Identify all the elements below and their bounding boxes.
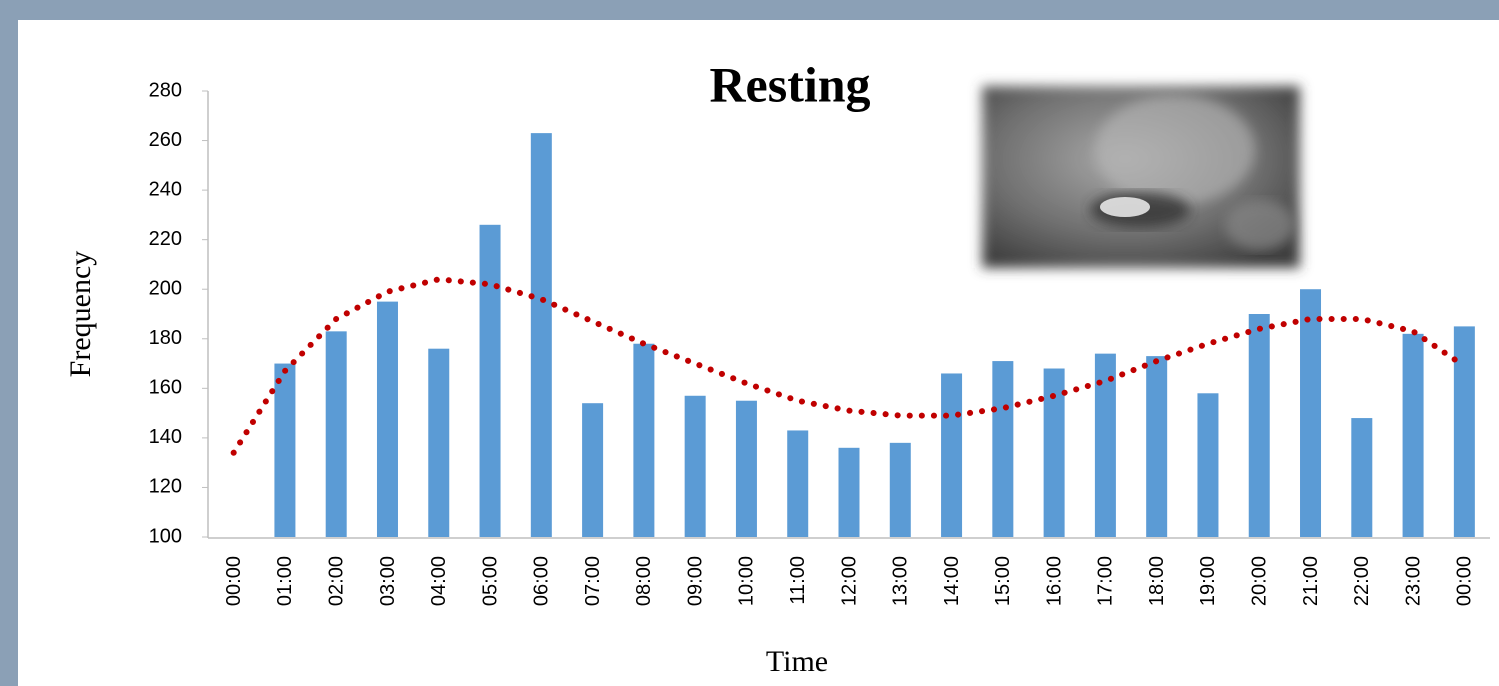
bar bbox=[992, 361, 1013, 537]
bar bbox=[941, 373, 962, 537]
x-tick-label: 11:00 bbox=[787, 556, 809, 605]
x-tick-label: 04:00 bbox=[428, 556, 450, 606]
x-tick-label: 07:00 bbox=[582, 556, 604, 606]
x-tick-label: 10:00 bbox=[736, 556, 758, 606]
x-tick-label: 12:00 bbox=[838, 556, 860, 606]
x-tick-label: 23:00 bbox=[1402, 556, 1424, 606]
x-tick-label: 06:00 bbox=[531, 556, 553, 606]
bar bbox=[531, 133, 552, 537]
y-axis-label: Frequency bbox=[64, 251, 97, 378]
bar bbox=[1403, 334, 1424, 537]
y-tick-label: 100 bbox=[149, 525, 182, 547]
x-tick-label: 17:00 bbox=[1095, 556, 1117, 606]
chart: Resting Frequency Time 100 120 140 160 180 20… bbox=[0, 0, 1499, 686]
bar bbox=[1146, 356, 1167, 537]
x-tick-label: 13:00 bbox=[890, 556, 912, 606]
y-tick-label: 200 bbox=[149, 278, 182, 300]
x-tick-label: 20:00 bbox=[1249, 556, 1271, 606]
bar bbox=[1300, 289, 1321, 537]
x-tick-label: 21:00 bbox=[1300, 556, 1322, 606]
x-tick-label: 18:00 bbox=[1146, 556, 1168, 606]
bar bbox=[685, 396, 706, 537]
bar bbox=[633, 344, 654, 537]
x-axis-label: Time bbox=[766, 645, 828, 678]
x-tick-label: 02:00 bbox=[325, 556, 347, 606]
bar bbox=[377, 302, 398, 537]
bar bbox=[839, 448, 860, 537]
bar bbox=[1249, 314, 1270, 537]
x-tick-label: 01:00 bbox=[274, 556, 296, 606]
y-tick-label: 140 bbox=[149, 426, 182, 448]
x-tick-label: 14:00 bbox=[941, 556, 963, 606]
bar bbox=[1351, 418, 1372, 537]
x-tick-label: 03:00 bbox=[377, 556, 399, 606]
x-tick-label: 00:00 bbox=[223, 556, 245, 606]
y-tick-label: 240 bbox=[149, 178, 182, 200]
x-tick-label: 09:00 bbox=[684, 556, 706, 606]
bar bbox=[582, 403, 603, 537]
chart-title: Resting bbox=[709, 56, 870, 112]
bar bbox=[274, 364, 295, 537]
x-tick-label: 00:00 bbox=[1454, 556, 1476, 606]
y-tick-label: 260 bbox=[149, 129, 182, 151]
bar bbox=[890, 443, 911, 537]
y-tick-label: 120 bbox=[149, 476, 182, 498]
bar bbox=[428, 349, 449, 537]
y-tick-label: 160 bbox=[149, 377, 182, 399]
x-tick-label: 16:00 bbox=[1043, 556, 1065, 606]
bar bbox=[480, 225, 501, 537]
photo-inset bbox=[982, 86, 1300, 268]
bar bbox=[787, 430, 808, 537]
x-tick-label: 19:00 bbox=[1197, 556, 1219, 606]
y-tick-label: 280 bbox=[149, 79, 182, 101]
bar bbox=[326, 331, 347, 537]
x-tick-label: 22:00 bbox=[1351, 556, 1373, 606]
page: {"chart_data": {"type": "bar", "title": … bbox=[0, 0, 1499, 686]
bar bbox=[736, 401, 757, 537]
y-tick-label: 220 bbox=[149, 228, 182, 250]
x-tick-label: 05:00 bbox=[479, 556, 501, 606]
bar bbox=[1197, 393, 1218, 537]
x-tick-label: 08:00 bbox=[633, 556, 655, 606]
x-tick-label: 15:00 bbox=[992, 556, 1014, 606]
y-tick-label: 180 bbox=[149, 327, 182, 349]
